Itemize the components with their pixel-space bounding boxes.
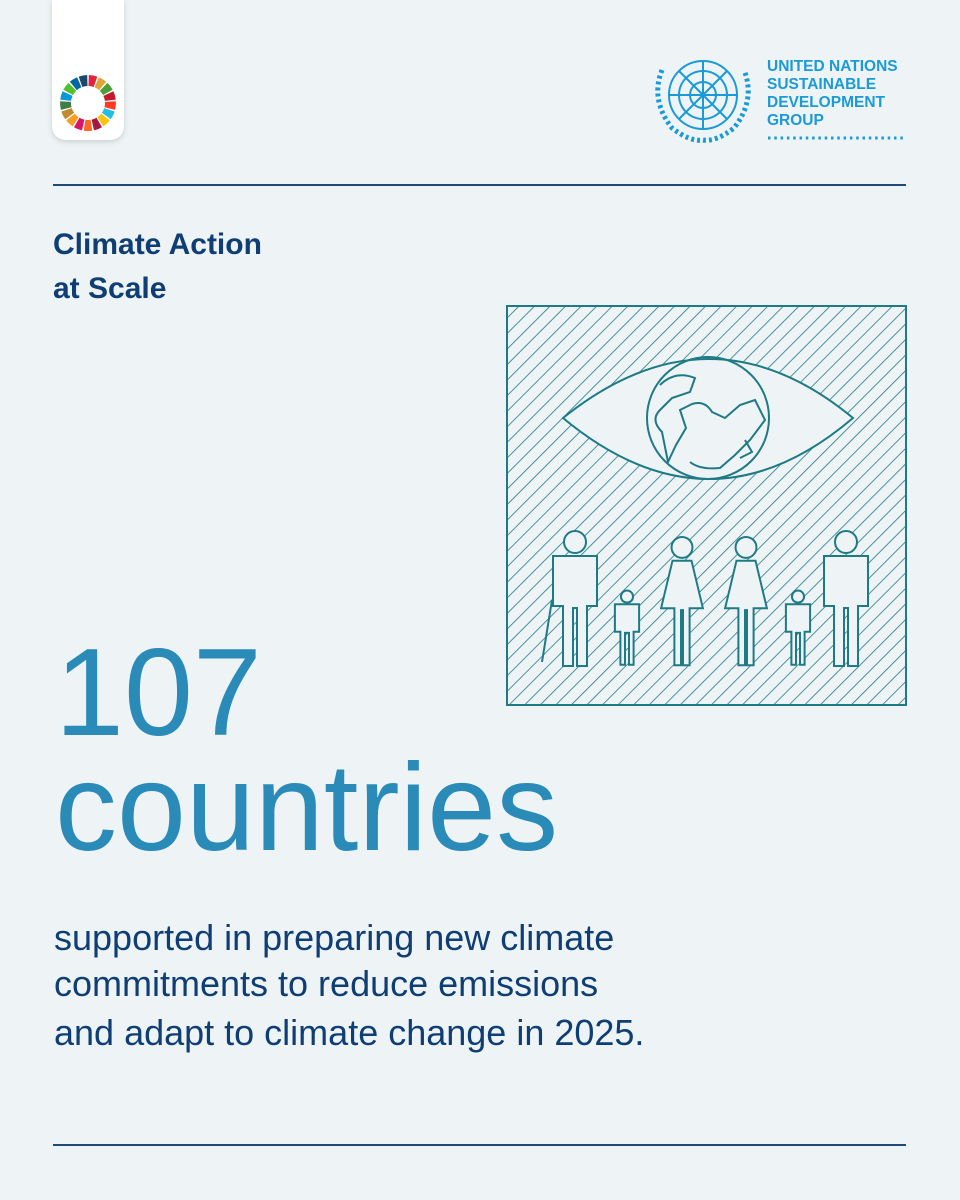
people [541,530,869,667]
wheel-segment [74,117,85,131]
heading-line: Climate Action [53,228,262,261]
wheel-segment [94,77,107,91]
sdg-wheel [60,75,116,132]
person-body [659,559,705,667]
person-head [790,589,806,604]
wheel-segment [63,82,77,95]
logo-line: DEVELOPMENT [767,94,886,111]
wheel-segment [103,91,116,101]
wheel-segment [69,77,82,91]
wheel-segment [104,101,116,110]
logo-line: SUSTAINABLE [767,76,876,93]
person-body [613,603,641,666]
un-emblem [655,60,751,143]
wheel-segment [97,113,110,127]
logo-line: UNITED NATIONS [767,58,898,75]
heading-line: at Scale [53,272,166,305]
description-line: commitments to reduce emissions [54,963,598,1004]
wheel-segment [88,75,98,87]
wheel-segment [99,82,113,95]
stat-number: 107 [55,624,262,762]
cane [541,599,553,663]
stat-unit: countries [55,739,558,877]
person-body [784,603,812,666]
person-body [723,559,769,667]
person-body [823,555,869,667]
wheel-segment [60,91,73,101]
description-line: supported in preparing new climate [54,917,614,958]
wheel-segment [60,101,72,110]
person-head [670,535,694,559]
wheel-segment [61,108,75,120]
wheel-segment [83,119,93,132]
sdg-tab [52,0,124,140]
person-head [619,589,635,604]
wheel-segment [101,108,115,120]
person-head [834,530,858,554]
person-head [563,530,587,554]
wheel-segment [91,117,102,131]
wheel-segment [78,75,88,87]
person-head [734,535,758,559]
description-line: and adapt to climate change in 2025. [54,1012,644,1053]
person-body [552,555,598,667]
wheel-segment [66,113,79,127]
logo-line: GROUP [767,112,824,129]
